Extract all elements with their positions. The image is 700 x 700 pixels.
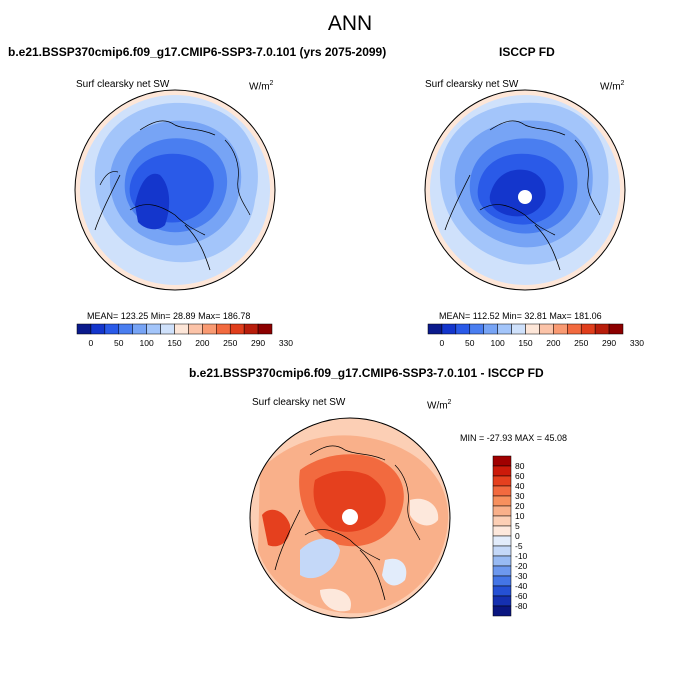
- right-variable-label: Surf clearsky net SW: [425, 79, 519, 90]
- colorbar-swatch: [492, 455, 512, 467]
- colorbar-swatch: [229, 323, 245, 335]
- colorbar-tick-label: 250: [223, 338, 237, 348]
- colorbar-swatch: [104, 323, 120, 335]
- colorbar-tick-label: 150: [518, 338, 532, 348]
- right-panel-title: ISCCP FD: [499, 45, 555, 59]
- colorbar-tick-label: 30: [515, 491, 525, 501]
- colorbar-tick-label: 40: [515, 481, 525, 491]
- colorbar-swatch: [580, 323, 596, 335]
- colorbar-tick-label: 0: [440, 338, 445, 348]
- colorbar-tick-label: 20: [515, 501, 525, 511]
- diff-panel-title: b.e21.BSSP370cmip6.f09_g17.CMIP6-SSP3-7.…: [189, 366, 544, 380]
- colorbar-swatch: [492, 595, 512, 607]
- left-map-border: [74, 89, 276, 291]
- diff-polar-map: [250, 418, 450, 618]
- colorbar-swatch: [146, 323, 161, 335]
- colorbar-swatch: [497, 323, 512, 335]
- colorbar-tick-label: 80: [515, 461, 525, 471]
- colorbar-tick-label: -5: [515, 541, 523, 551]
- colorbar-swatch: [188, 323, 203, 335]
- colorbar-swatch: [492, 515, 512, 527]
- colorbar-swatch: [492, 575, 512, 587]
- colorbar-swatch: [216, 323, 231, 335]
- colorbar-swatch: [118, 323, 133, 335]
- colorbar-swatch: [132, 323, 147, 335]
- colorbar-tick-label: 0: [515, 531, 520, 541]
- colorbar-swatch: [492, 465, 512, 477]
- colorbar-tick-label: 200: [546, 338, 560, 348]
- colorbar-tick-label: 250: [574, 338, 588, 348]
- colorbar-swatch: [427, 323, 443, 335]
- colorbar-swatch: [492, 565, 512, 577]
- colorbar-swatch: [243, 323, 259, 335]
- colorbar-tick-label: 50: [465, 338, 475, 348]
- colorbar-swatch: [90, 323, 106, 335]
- colorbar-tick-label: -20: [515, 561, 528, 571]
- colorbar-swatch: [539, 323, 554, 335]
- colorbar-tick-label: 10: [515, 511, 525, 521]
- colorbar-tick-label: 100: [140, 338, 154, 348]
- colorbar-swatch: [492, 555, 512, 567]
- colorbar-swatch: [594, 323, 610, 335]
- colorbar-swatch: [76, 323, 92, 335]
- colorbar-swatch: [492, 505, 512, 517]
- colorbar-tick-label: -10: [515, 551, 528, 561]
- colorbar-swatch: [455, 323, 471, 335]
- colorbar-swatch: [553, 323, 568, 335]
- right-units-label: W/m2: [600, 80, 625, 93]
- right-map-border: [424, 89, 626, 291]
- colorbar-swatch: [492, 485, 512, 497]
- colorbar-tick-label: -30: [515, 571, 528, 581]
- colorbar-swatch: [492, 525, 512, 537]
- colorbar-tick-label: 0: [89, 338, 94, 348]
- colorbar-swatch: [511, 323, 526, 335]
- colorbar-swatch: [441, 323, 457, 335]
- right-colorbar: 0 50 100 150 200 250 290 330: [427, 323, 644, 348]
- colorbar-tick-label: -40: [515, 581, 528, 591]
- colorbar-swatch: [469, 323, 484, 335]
- colorbar-swatch: [492, 475, 512, 487]
- left-stats: MEAN= 123.25 Min= 28.89 Max= 186.78: [87, 311, 251, 321]
- colorbar-swatch: [202, 323, 217, 335]
- colorbar-tick-label: 330: [630, 338, 644, 348]
- colorbar-swatch: [492, 535, 512, 547]
- colorbar-swatch: [492, 495, 512, 507]
- colorbar-tick-label: -60: [515, 591, 528, 601]
- diff-variable-label: Surf clearsky net SW: [252, 397, 346, 408]
- left-units-label: W/m2: [249, 80, 274, 93]
- left-variable-label: Surf clearsky net SW: [76, 79, 170, 90]
- colorbar-tick-label: 290: [602, 338, 616, 348]
- colorbar-tick-label: 290: [251, 338, 265, 348]
- colorbar-tick-label: 150: [167, 338, 181, 348]
- colorbar-swatch: [525, 323, 540, 335]
- colorbar-swatch: [608, 323, 624, 335]
- colorbar-swatch: [567, 323, 582, 335]
- colorbar-tick-label: 100: [491, 338, 505, 348]
- colorbar-tick-label: 50: [114, 338, 124, 348]
- colorbar-swatch: [160, 323, 175, 335]
- diff-units-label: W/m2: [427, 399, 452, 412]
- colorbar-tick-label: 5: [515, 521, 520, 531]
- colorbar-tick-label: 60: [515, 471, 525, 481]
- colorbar-tick-label: 330: [279, 338, 293, 348]
- colorbar-swatch: [174, 323, 189, 335]
- diff-stats: MIN = -27.93 MAX = 45.08: [460, 433, 568, 443]
- left-colorbar: 0 50 100 150 200 250 290 330: [76, 323, 293, 348]
- right-stats: MEAN= 112.52 Min= 32.81 Max= 181.06: [439, 311, 602, 321]
- colorbar-swatch: [257, 323, 273, 335]
- colorbar-swatch: [492, 585, 512, 597]
- left-panel-title: b.e21.BSSP370cmip6.f09_g17.CMIP6-SSP3-7.…: [8, 45, 387, 59]
- left-polar-map: [75, 90, 275, 290]
- colorbar-swatch: [492, 545, 512, 557]
- diff-map-border: [249, 417, 451, 619]
- figure-title: ANN: [327, 12, 373, 35]
- right-polar-map: [425, 90, 625, 290]
- colorbar-swatch: [492, 605, 512, 617]
- colorbar-tick-label: 200: [195, 338, 209, 348]
- colorbar-swatch: [483, 323, 498, 335]
- colorbar-tick-label: -80: [515, 601, 528, 611]
